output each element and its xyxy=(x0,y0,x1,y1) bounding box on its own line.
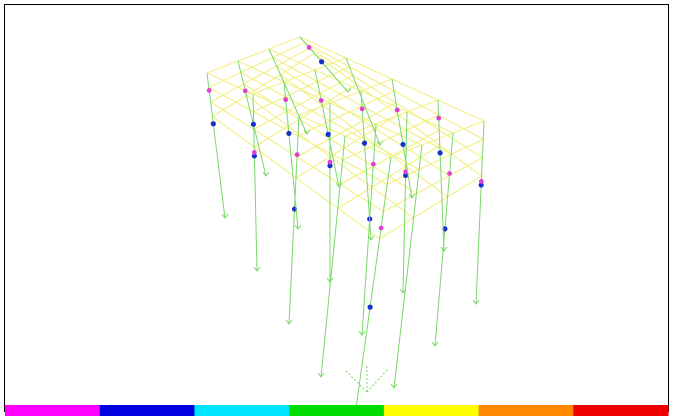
hinge xyxy=(319,59,324,64)
hinge xyxy=(328,160,333,165)
hinge xyxy=(307,45,312,50)
hinge xyxy=(251,122,256,127)
hinge xyxy=(438,150,443,155)
hinge xyxy=(319,98,324,103)
model-viewport xyxy=(0,0,673,416)
hinge xyxy=(371,162,376,167)
color-bar-segment xyxy=(384,405,479,416)
hinge xyxy=(436,116,441,121)
color-bar-segment xyxy=(100,405,195,416)
color-bar-segment xyxy=(194,405,289,416)
hinge xyxy=(283,97,288,102)
hinge xyxy=(362,141,367,146)
hinge xyxy=(243,89,248,94)
color-bar xyxy=(5,405,669,416)
hinge xyxy=(479,179,484,184)
hinge xyxy=(447,171,452,176)
hinge xyxy=(395,108,400,113)
hinge xyxy=(252,150,257,155)
hinge xyxy=(207,88,212,93)
color-bar-segment xyxy=(573,405,668,416)
hinge xyxy=(360,106,365,111)
hinge xyxy=(400,142,405,147)
hinge xyxy=(379,226,384,231)
hinge xyxy=(211,121,216,126)
hinge xyxy=(368,305,373,310)
color-bar-segment xyxy=(479,405,574,416)
color-bar-segment xyxy=(289,405,384,416)
color-bar-segment xyxy=(5,405,100,416)
hinge xyxy=(326,132,331,137)
hinge xyxy=(295,152,300,157)
hinge xyxy=(286,131,291,136)
